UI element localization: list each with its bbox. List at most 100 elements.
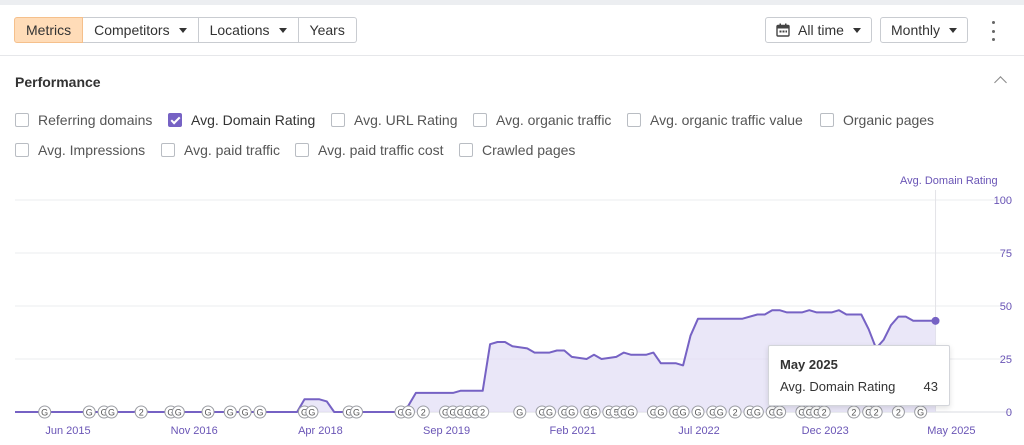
event-marker: [535, 405, 549, 419]
event-marker: [743, 405, 757, 419]
event-marker: [750, 405, 764, 419]
event-marker: [580, 405, 594, 419]
event-marker: [476, 405, 490, 419]
event-marker-label: G: [650, 408, 657, 418]
event-marker: [802, 405, 816, 419]
x-tick-label: Feb 2021: [550, 425, 596, 437]
event-marker-label: 2: [896, 408, 901, 418]
event-marker-label: G: [41, 408, 48, 418]
event-marker-label: G: [583, 408, 590, 418]
metric-label: Avg. URL Rating: [354, 112, 458, 128]
event-marker-label: G: [605, 408, 612, 418]
event-marker-label: G: [561, 408, 568, 418]
collapse-chevron-icon[interactable]: [994, 76, 1007, 89]
checkbox-icon: [15, 143, 29, 157]
metric-checkbox-crawled-pages[interactable]: Crawled pages: [459, 142, 575, 158]
y-tick-label: 75: [1000, 248, 1012, 260]
event-marker-label: G: [457, 408, 464, 418]
event-marker-label: G: [717, 408, 724, 418]
tab-years-label: Years: [309, 22, 345, 38]
metric-checkbox-avg-domain-rating[interactable]: Avg. Domain Rating: [168, 112, 315, 128]
event-marker: [238, 405, 252, 419]
event-marker: [305, 405, 319, 419]
event-marker-label: G: [628, 408, 635, 418]
x-tick-label: May 2025: [927, 425, 975, 437]
date-range-dropdown[interactable]: All time: [765, 17, 872, 43]
metric-label: Avg. Domain Rating: [191, 112, 316, 128]
event-marker: [713, 405, 727, 419]
metric-checkbox-avg-paid-traffic-cost[interactable]: Avg. paid traffic cost: [295, 142, 444, 158]
event-marker: [82, 405, 96, 419]
event-marker: [401, 405, 415, 419]
y-tick-label: 0: [1006, 407, 1012, 419]
metric-checkbox-avg-paid-traffic[interactable]: Avg. paid traffic: [161, 142, 280, 158]
event-marker: [513, 405, 527, 419]
event-marker: [587, 405, 601, 419]
tab-locations[interactable]: Locations: [198, 17, 299, 43]
metric-label: Avg. paid traffic cost: [318, 142, 444, 158]
event-marker: [728, 405, 742, 419]
metric-checkbox-avg-url-rating[interactable]: Avg. URL Rating: [331, 112, 458, 128]
event-marker-label: G: [680, 408, 687, 418]
event-marker-label: G: [917, 408, 924, 418]
caret-down-icon: [278, 27, 287, 33]
event-marker: [795, 405, 809, 419]
tooltip-title: May 2025: [780, 357, 838, 372]
event-marker: [298, 405, 312, 419]
checkbox-icon: [459, 143, 473, 157]
event-marker: [609, 405, 623, 419]
event-marker-label: G: [175, 408, 182, 418]
event-marker-label: G: [813, 408, 820, 418]
event-marker-label: G: [256, 408, 263, 418]
y-tick-label: 100: [994, 195, 1012, 207]
tab-years[interactable]: Years: [298, 17, 357, 43]
metric-label: Avg. Impressions: [38, 142, 146, 158]
event-marker-label: 2: [851, 408, 856, 418]
event-marker: [342, 405, 356, 419]
x-tick-label: Jul 2022: [678, 425, 720, 437]
event-marker: [869, 405, 883, 419]
checkbox-icon: [473, 113, 487, 127]
event-marker-label: G: [539, 408, 546, 418]
metric-checkbox-referring-domains[interactable]: Referring domains: [15, 112, 152, 128]
event-marker-label: G: [86, 408, 93, 418]
event-marker-label: G: [694, 408, 701, 418]
tooltip-metric-label: Avg. Domain Rating: [780, 379, 896, 394]
interval-dropdown[interactable]: Monthly: [880, 17, 969, 43]
event-marker-label: G: [746, 408, 753, 418]
event-marker: [706, 405, 720, 419]
view-segmented-control: Metrics Competitors Locations Years: [14, 17, 357, 43]
caret-down-icon: [852, 27, 861, 33]
metric-checkbox-avg-organic-traffic[interactable]: Avg. organic traffic: [473, 112, 611, 128]
checkbox-checked-icon: [168, 113, 182, 127]
event-marker: [810, 405, 824, 419]
event-marker-label: G: [449, 408, 456, 418]
metric-checkbox-avg-impressions[interactable]: Avg. Impressions: [15, 142, 145, 158]
caret-down-icon: [949, 27, 958, 33]
event-marker-label: 2: [733, 408, 738, 418]
event-marker-label: G: [591, 408, 598, 418]
metric-checkbox-avg-organic-traffic-value[interactable]: Avg. organic traffic value: [627, 112, 803, 128]
event-marker: [914, 405, 928, 419]
metric-label: Organic pages: [843, 112, 935, 128]
event-marker-label: G: [568, 408, 575, 418]
event-marker: [416, 405, 430, 419]
tab-metrics[interactable]: Metrics: [14, 17, 84, 43]
event-marker-label: G: [101, 408, 108, 418]
checkbox-icon: [627, 113, 641, 127]
interval-label: Monthly: [891, 22, 941, 38]
toolbar: Metrics Competitors Locations Years All …: [0, 5, 1024, 56]
event-marker: [164, 405, 178, 419]
event-marker: [691, 405, 705, 419]
tooltip-metric-value: 43: [923, 379, 938, 394]
metric-checkbox-organic-pages[interactable]: Organic pages: [820, 112, 934, 128]
metric-label: Referring domains: [38, 112, 153, 128]
more-options-icon[interactable]: [986, 21, 1000, 41]
metric-label: Crawled pages: [482, 142, 576, 158]
event-marker: [97, 405, 111, 419]
event-marker-label: G: [108, 408, 115, 418]
event-marker: [669, 405, 683, 419]
event-marker-label: G: [167, 408, 174, 418]
tab-competitors[interactable]: Competitors: [83, 17, 199, 43]
event-marker: [617, 405, 631, 419]
